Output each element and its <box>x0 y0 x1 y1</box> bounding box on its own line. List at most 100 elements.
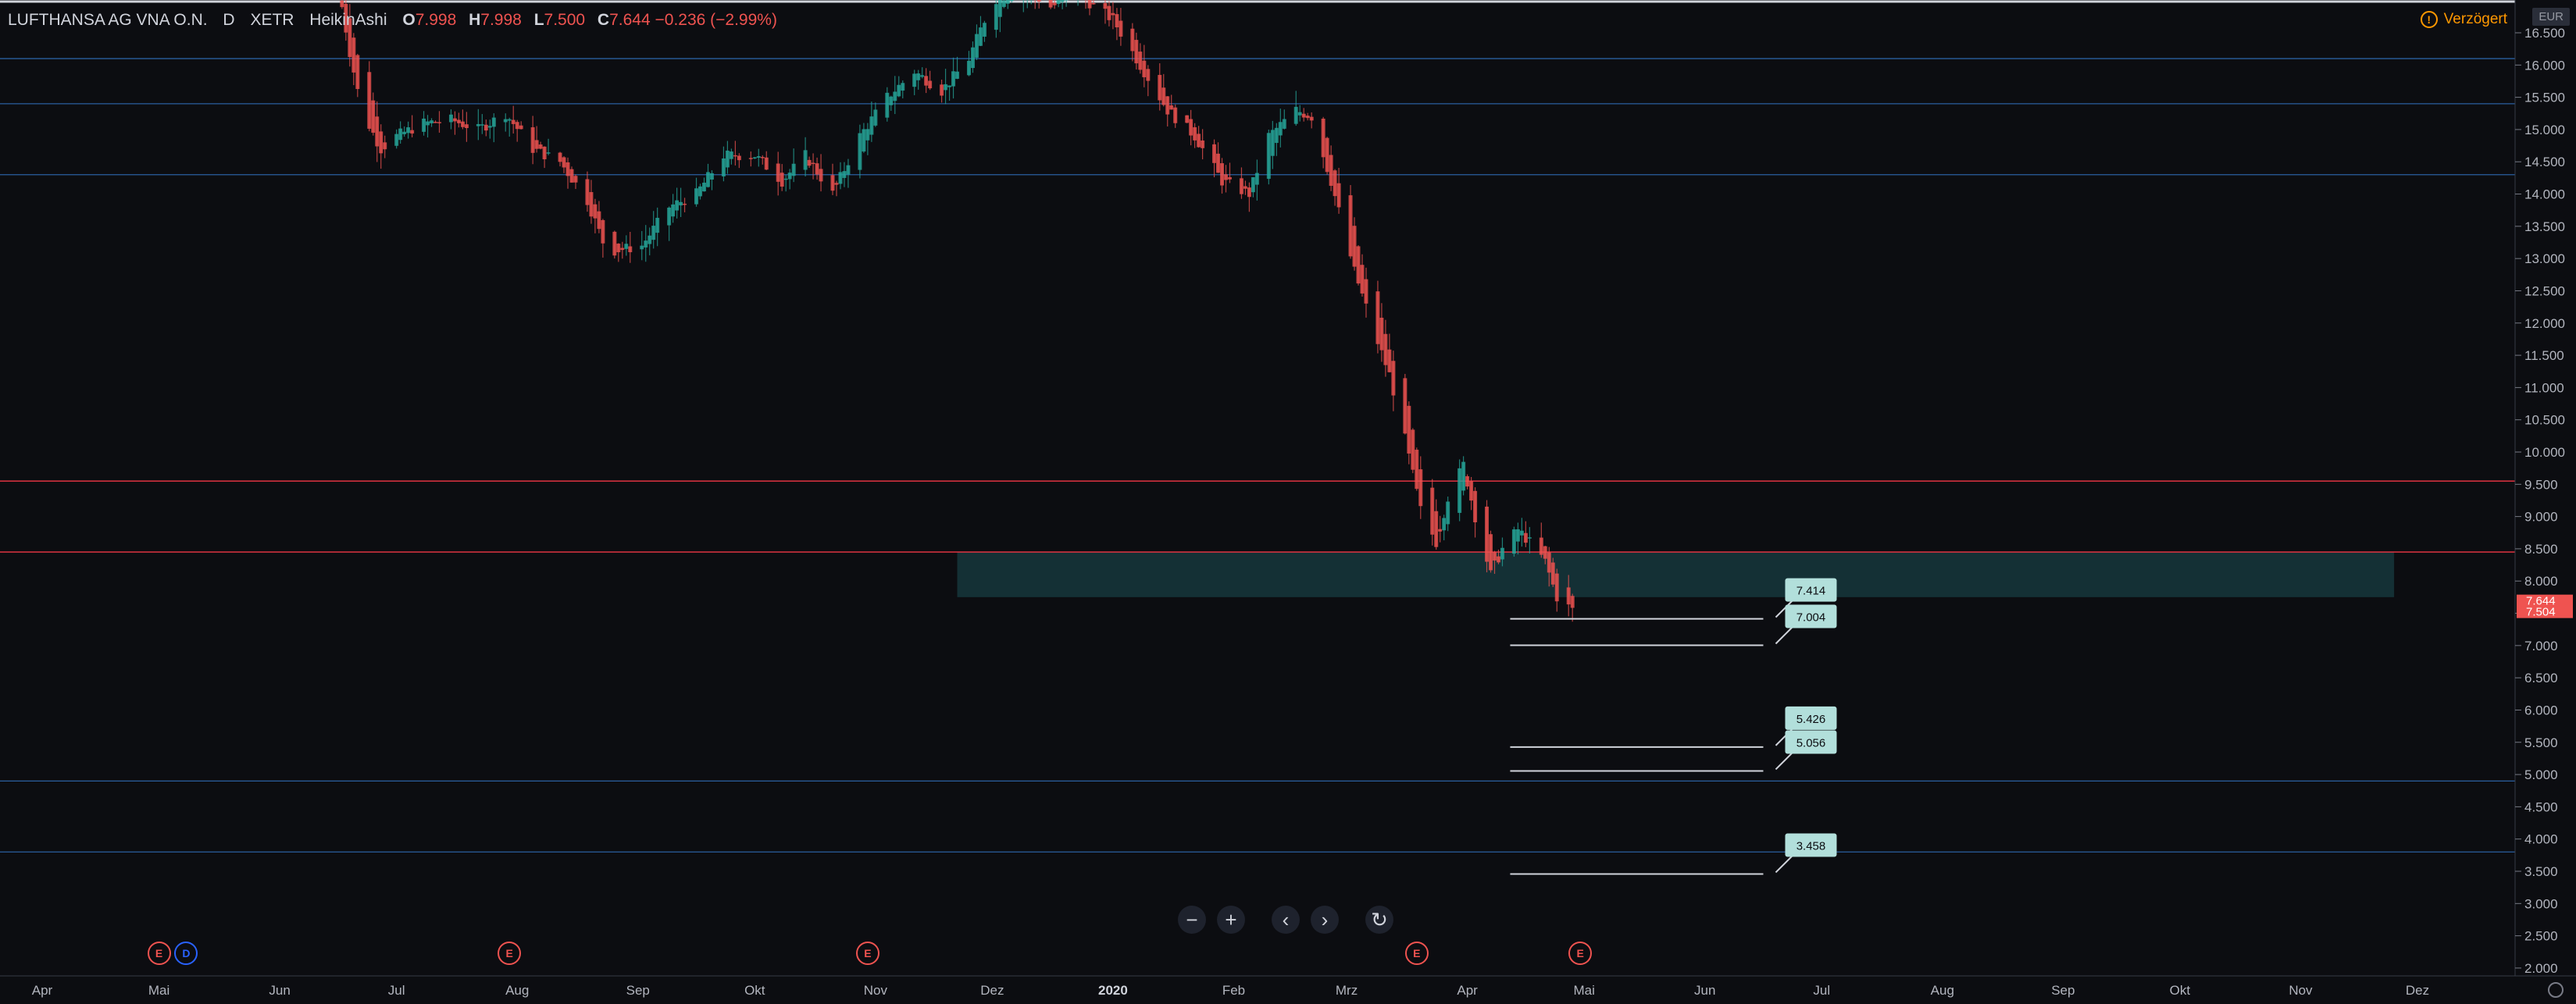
candle <box>748 151 753 167</box>
candle <box>542 146 547 169</box>
earnings-marker[interactable]: E <box>855 942 879 965</box>
candle <box>1325 137 1329 175</box>
candle <box>756 148 761 167</box>
candle <box>982 20 987 42</box>
candle <box>566 157 570 189</box>
earnings-marker[interactable]: E <box>1568 942 1593 965</box>
candle <box>1085 0 1086 9</box>
candle <box>1500 537 1504 567</box>
price-callout-label: 7.414 <box>1796 585 1826 598</box>
candle <box>1091 0 1096 5</box>
currency-badge[interactable]: EUR <box>2532 8 2570 26</box>
candle <box>430 118 434 127</box>
candle <box>974 24 979 60</box>
candle <box>1489 530 1493 573</box>
price-tick-label: 2.000 <box>2524 961 2558 976</box>
candle <box>1185 115 1190 123</box>
candle <box>1111 2 1115 30</box>
delay-label: Verzögert <box>2443 11 2507 27</box>
chart-style-label[interactable]: HeikinAshi <box>309 11 387 29</box>
candle <box>1321 116 1325 169</box>
settings-gear-icon[interactable] <box>2548 982 2564 998</box>
candle <box>901 80 905 99</box>
price-tick-label: 10.000 <box>2524 445 2565 460</box>
price-tick-label: 2.500 <box>2524 929 2558 944</box>
candle <box>511 105 516 134</box>
candle <box>1169 94 1174 110</box>
candle <box>437 111 441 133</box>
candle <box>869 101 874 142</box>
interval-label[interactable]: D <box>223 11 235 29</box>
candle <box>721 146 726 182</box>
candle <box>1239 167 1243 199</box>
price-callout-label: 5.426 <box>1796 713 1826 726</box>
candle <box>1201 129 1205 160</box>
symbol-legend: LUFTHANSA AG VNA O.N. D XETR HeikinAshi … <box>8 11 785 30</box>
time-tick-label: Feb <box>1222 983 1245 998</box>
candle <box>515 119 519 142</box>
candle <box>375 101 380 162</box>
time-tick-label: Mrz <box>1336 983 1358 998</box>
candle <box>398 121 403 144</box>
candle <box>1158 63 1162 111</box>
price-tick-label: 8.500 <box>2524 542 2558 557</box>
earnings-marker[interactable]: E <box>498 942 522 965</box>
candle <box>1266 130 1271 185</box>
candle <box>1115 8 1119 41</box>
candle <box>1519 518 1524 547</box>
candle <box>1364 267 1368 318</box>
callout-pointer <box>1775 625 1794 645</box>
candle <box>1134 32 1139 69</box>
candle <box>776 151 780 196</box>
zoom-in-button[interactable]: + <box>1217 906 1245 934</box>
candle <box>534 126 539 153</box>
candle <box>920 67 925 79</box>
chart-navigation-toolbar: − + ‹ › ↻ <box>1178 906 1393 934</box>
earnings-marker[interactable]: E <box>1404 942 1429 965</box>
price-tick-label: 6.000 <box>2524 703 2558 717</box>
time-tick-label: Dez <box>2406 983 2429 998</box>
price-callout-label: 5.056 <box>1796 736 1826 749</box>
candle <box>994 0 998 38</box>
candle <box>858 124 862 179</box>
candle <box>1403 373 1408 435</box>
candle <box>1165 96 1170 127</box>
candle <box>787 169 792 190</box>
candle <box>651 211 656 249</box>
candle <box>978 16 983 47</box>
scroll-right-button[interactable]: › <box>1311 906 1339 934</box>
dividend-marker[interactable]: D <box>174 942 198 965</box>
earnings-marker[interactable]: E <box>147 942 171 965</box>
candle <box>1189 109 1193 146</box>
symbol-name[interactable]: LUFTHANSA AG VNA O.N. <box>8 11 208 29</box>
time-tick-label: Okt <box>744 983 765 998</box>
scroll-left-button[interactable]: ‹ <box>1272 906 1300 934</box>
price-tick-label: 7.000 <box>2524 639 2558 653</box>
candle <box>916 69 921 90</box>
candle <box>1220 158 1225 194</box>
price-tick-label: 15.000 <box>2524 123 2565 137</box>
candle <box>1138 43 1143 74</box>
price-callout-label: 3.458 <box>1796 839 1826 853</box>
candle <box>1077 0 1079 6</box>
reset-chart-button[interactable]: ↻ <box>1365 906 1393 934</box>
price-tick-label: 16.000 <box>2524 58 2565 73</box>
candle <box>1473 487 1478 538</box>
price-tick-label: 10.500 <box>2524 413 2565 428</box>
candle <box>679 187 683 218</box>
candle <box>834 180 839 197</box>
candle <box>616 243 621 262</box>
price-tick-label: 15.500 <box>2524 91 2565 105</box>
price-callout-box <box>1785 578 1837 602</box>
candle <box>558 151 562 167</box>
high-value: 7.998 <box>480 11 522 29</box>
candle <box>1278 109 1283 148</box>
candle <box>966 51 971 77</box>
close-key: C <box>597 11 610 29</box>
candle <box>1329 145 1333 191</box>
candle <box>1356 245 1361 286</box>
delayed-data-notice[interactable]: ! Verzögert <box>2420 11 2507 28</box>
price-callout-label: 7.004 <box>1796 611 1826 625</box>
zoom-out-button[interactable]: − <box>1178 906 1206 934</box>
